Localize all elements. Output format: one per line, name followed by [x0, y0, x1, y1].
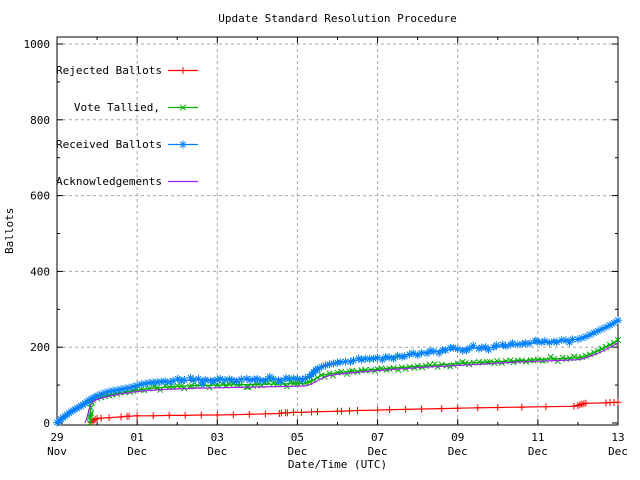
cross-marker-icon [168, 104, 198, 111]
x-axis-label: Date/Time (UTC) [287, 458, 388, 471]
legend-item-acknowledgements: Acknowledgements [56, 175, 205, 188]
y-tick-label: 200 [30, 341, 50, 354]
y-tick-label: 800 [30, 114, 50, 127]
legend-label-rejected-ballots: Rejected Ballots [56, 63, 162, 77]
x-tick-label-day: 05 [291, 431, 304, 444]
chart-title: Update Standard Resolution Procedure [218, 12, 457, 25]
x-tick-label-month: Dec [207, 445, 227, 458]
x-tick-label-day: 01 [131, 431, 144, 444]
x-tick-label-day: 29 [50, 431, 63, 444]
x-tick-label-month: Nov [47, 445, 67, 458]
legend-item-received-ballots: Received Ballots [56, 138, 205, 151]
x-tick-label-month: Dec [127, 445, 147, 458]
asterisk-marker-icon [168, 140, 198, 149]
legend-item-rejected-ballots: Rejected Ballots [56, 64, 205, 77]
x-tick-label-day: 11 [531, 431, 544, 444]
plus-marker-icon [168, 67, 198, 74]
x-tick-label-month: Dec [448, 445, 468, 458]
x-tick-label-month: Dec [608, 445, 628, 458]
y-tick-label: 1000 [24, 38, 51, 51]
x-tick-label-day: 13 [611, 431, 624, 444]
legend: Rejected Ballots Vote Tallied, Received … [56, 40, 205, 212]
y-tick-label: 0 [43, 417, 50, 430]
x-tick-label-day: 07 [371, 431, 384, 444]
series-line-acknowledgements [84, 342, 619, 424]
x-tick-label-day: 09 [451, 431, 464, 444]
legend-label-vote-tallied: Vote Tallied, [73, 100, 160, 114]
x-tick-label-month: Dec [528, 445, 548, 458]
asterisk-marker-icon [179, 140, 187, 149]
plus-marker-icon [179, 67, 187, 74]
asterisk-markers-received [53, 316, 622, 427]
x-tick-label-day: 03 [211, 431, 224, 444]
y-tick-label: 600 [30, 190, 50, 203]
x-tick-label-month: Dec [287, 445, 307, 458]
y-tick-label: 400 [30, 265, 50, 278]
legend-item-vote-tallied: Vote Tallied, [56, 101, 205, 114]
cross-marker-icon [179, 104, 187, 111]
line-sample-icon [168, 180, 198, 183]
y-axis-label: Ballots [3, 207, 16, 255]
legend-label-received-ballots: Received Ballots [56, 137, 162, 151]
legend-label-acknowledgements: Acknowledgements [56, 174, 162, 188]
x-tick-label-month: Dec [368, 445, 388, 458]
